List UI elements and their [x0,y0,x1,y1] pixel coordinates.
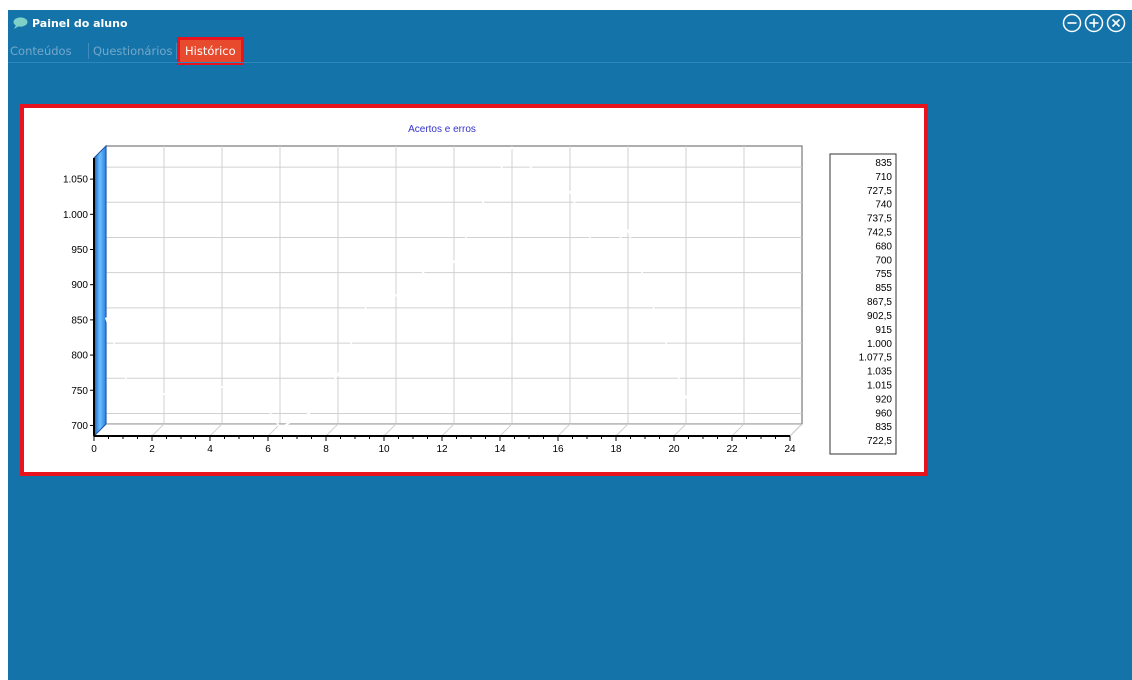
legend-entry: 740 [875,200,892,211]
data-point [134,405,136,408]
y-tick-label: 750 [71,386,88,397]
x-tick-label: 16 [552,444,564,455]
chart-panel: Acertos e erros 700 750 800 850 900 950 1.000 1… [20,104,928,476]
data-point [656,317,658,320]
data-point [192,384,194,387]
title-bar: Painel do aluno [8,10,1132,38]
legend-entry: 1.077,5 [859,353,893,364]
data-point [511,146,513,149]
legend-entry: 727,5 [867,186,892,197]
app-window: Painel do aluno Conteúdos Questioná [8,10,1132,680]
y-tick-label: 800 [71,351,88,362]
legend-entry: 755 [875,269,892,280]
x-tick-label: 14 [494,444,506,455]
y-tick-label: 1.050 [63,175,88,186]
legend-entry: 902,5 [867,311,892,322]
x-tick-label: 22 [726,444,738,455]
data-point [250,382,252,385]
data-point [540,176,542,179]
minus-circle-icon [1062,13,1082,33]
y-tick-label: 850 [71,315,88,326]
tab-questionarios[interactable]: Questionários [93,44,173,58]
close-button[interactable] [1106,13,1126,33]
y-tick-label: 900 [71,280,88,291]
legend-entry: 742,5 [867,228,892,239]
data-point [279,426,281,429]
data-point [221,386,223,389]
data-point [163,393,165,396]
x-tick-label: 6 [265,444,271,455]
x-tick-label: 4 [207,444,213,455]
legend-entry: 737,5 [867,214,892,225]
legend-entry: 855 [875,283,892,294]
x-tick-label: 20 [668,444,680,455]
floor-gridline [557,423,571,437]
x-tick-label: 10 [378,444,390,455]
data-point [337,373,339,376]
x-tick-label: 12 [436,444,448,455]
minimize-button[interactable] [1062,13,1082,33]
tab-divider [176,43,177,59]
x-tick-label: 8 [323,444,329,455]
floor-gridline [383,423,397,437]
legend-entry: 835 [875,422,892,433]
x-tick-label: 18 [610,444,622,455]
chart-legend [829,153,897,455]
floor-gridline [731,423,745,437]
legend-entry: 722,5 [867,436,892,447]
legend-entry: 710 [875,172,892,183]
y-tick-label: 950 [71,245,88,256]
legend-entry: 835 [875,158,892,169]
floor-gridline [673,423,687,437]
tab-conteudos[interactable]: Conteúdos [10,44,72,58]
legend-entry: 920 [875,394,892,405]
floor-gridline [267,423,281,437]
plus-circle-icon [1084,13,1104,33]
floor-gridline [499,423,513,437]
data-point [482,201,484,204]
data-point [308,412,310,415]
legend-entry: 680 [875,241,892,252]
data-point [366,303,368,306]
tab-historico[interactable]: Histórico [177,37,244,65]
chart-title: Acertos e erros [408,124,476,135]
x-tick-label: 2 [149,444,155,455]
legend-entry: 1.000 [867,339,892,350]
floor-gridline [209,423,223,437]
legend-entry: 1.035 [867,367,892,378]
chat-bubble-icon [13,17,28,29]
tab-divider [88,43,89,59]
legend-entry: 700 [875,255,892,266]
x-circle-icon [1106,13,1126,33]
y-tick-label: 1.000 [63,210,88,221]
floor-gridline [325,423,339,437]
x-tick-label: 24 [784,444,796,455]
data-point [395,294,397,297]
data-point [685,396,687,399]
tab-underline [8,62,1132,63]
legend-entry: 867,5 [867,297,892,308]
data-point [569,190,571,193]
data-point [105,317,107,320]
data-point [627,229,629,232]
chart: Acertos e erros 700 750 800 850 900 950 1.000 1… [63,124,897,455]
legend-entry: 960 [875,408,892,419]
floor-gridline [151,423,165,437]
data-point [453,261,455,264]
legend-entry: 915 [875,325,892,336]
x-tick-label: 0 [91,444,97,455]
data-point [424,269,426,272]
floor-gridline [789,423,803,437]
floor-gridline [441,423,455,437]
maximize-button[interactable] [1084,13,1104,33]
floor-gridline [615,423,629,437]
legend-entry: 1.015 [867,380,892,391]
chart-left-wall [93,144,107,438]
y-tick-label: 700 [71,421,88,432]
data-point [598,257,600,260]
window-title: Painel do aluno [32,17,128,30]
